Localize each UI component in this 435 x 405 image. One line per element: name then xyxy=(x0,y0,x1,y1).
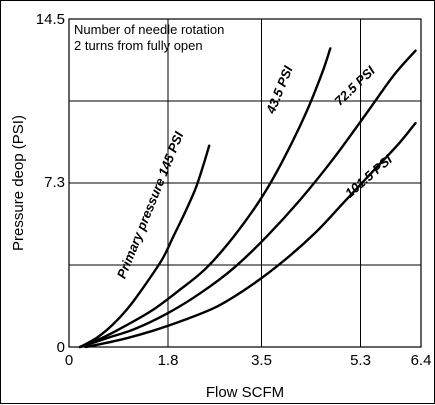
series-line-101-5-psi xyxy=(84,121,417,349)
y-tick-label: 14.5 xyxy=(36,11,65,28)
x-tick-label: 0 xyxy=(65,352,73,369)
series-line-43-5-psi xyxy=(78,47,332,349)
x-tick-label: 5.3 xyxy=(350,352,371,369)
series-label-43-5-psi: 43.5 PSI xyxy=(263,63,296,116)
y-tick-label: 7.3 xyxy=(44,174,65,191)
x-tick-label: 1.8 xyxy=(158,352,179,369)
annotation-line-2: 2 turns from fully open xyxy=(74,38,203,53)
ticks-layer: 0 1.8 3.5 5.3 6.4 0 7.3 14.5 xyxy=(36,11,432,369)
series-label-101-5-psi: 101.5 PSI xyxy=(342,152,395,201)
series-line-primary-pressure-145-psi xyxy=(78,144,211,349)
x-axis-title: Flow SCFM xyxy=(206,384,284,401)
x-tick-label: 6.4 xyxy=(411,352,432,369)
y-axis-title: Pressure deop (PSI) xyxy=(10,115,27,251)
x-tick-label: 3.5 xyxy=(251,352,272,369)
series-label-primary-pressure-145-psi: Primary pressure 145 PSI xyxy=(114,129,187,280)
series-label-72-5-psi: 72.5 PSI xyxy=(331,63,378,109)
y-tick-label: 0 xyxy=(57,339,65,356)
series-layer: Primary pressure 145 PSI 43.5 PSI 72.5 PSI… xyxy=(78,47,417,349)
annotation-line-1: Number of needle rotation xyxy=(74,22,224,37)
plot-area-border xyxy=(68,18,422,348)
series-line-72-5-psi xyxy=(78,49,417,349)
